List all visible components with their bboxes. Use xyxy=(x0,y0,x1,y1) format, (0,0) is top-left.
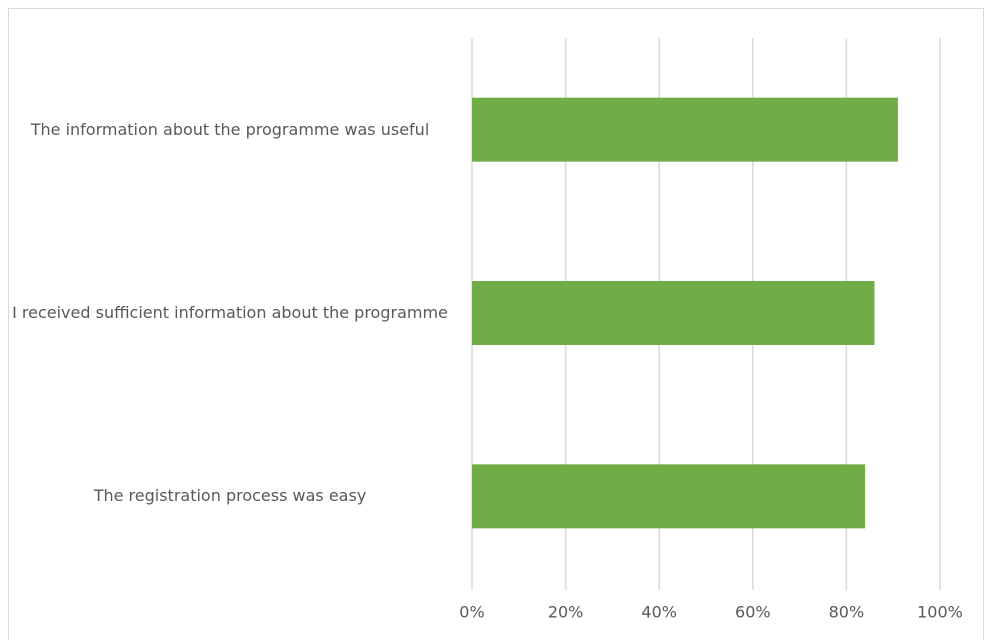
x-tick-label: 20% xyxy=(548,603,584,622)
bar xyxy=(472,281,875,345)
x-tick-label: 100% xyxy=(917,603,963,622)
x-tick-label: 40% xyxy=(641,603,677,622)
bar xyxy=(472,97,898,162)
y-tick-label: The information about the programme was … xyxy=(30,119,430,139)
y-tick-label: I received sufficient information about … xyxy=(12,303,448,322)
x-tick-label: 0% xyxy=(459,603,484,622)
x-tick-label: 60% xyxy=(735,603,771,622)
x-tick-label: 80% xyxy=(829,603,865,622)
bar xyxy=(472,464,866,529)
y-tick-label: The registration process was easy xyxy=(93,486,367,506)
